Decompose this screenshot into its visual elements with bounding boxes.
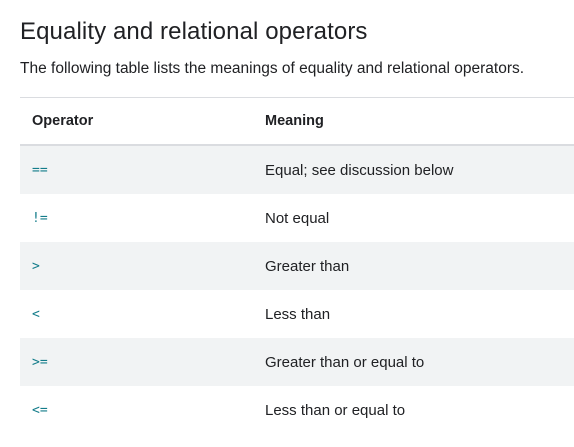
table-row: > Greater than [20,242,574,290]
operator-meaning: Less than or equal to [265,401,406,419]
column-header-operator: Operator [32,113,94,129]
operator-code: > [32,259,40,274]
table-row: <= Less than or equal to [20,386,574,434]
operator-meaning: Less than [265,305,331,323]
operator-code: != [32,211,48,226]
operators-table: Operator Meaning == Equal; see discussio… [20,97,574,434]
column-header-meaning: Meaning [265,113,324,129]
table-row: >= Greater than or equal to [20,338,574,386]
operator-code: == [32,163,48,178]
section-heading: Equality and relational operators [20,18,368,45]
operator-meaning: Greater than [265,257,350,275]
table-header-row: Operator Meaning [20,98,574,146]
operator-meaning: Equal; see discussion below [265,161,454,179]
operator-code: <= [32,403,48,418]
intro-paragraph: The following table lists the meanings o… [20,60,525,77]
table-row: < Less than [20,290,574,338]
operator-meaning: Not equal [265,209,330,227]
operator-code: >= [32,355,48,370]
operator-code: < [32,307,40,322]
table-row: != Not equal [20,194,574,242]
table-row: == Equal; see discussion below [20,146,574,194]
operator-meaning: Greater than or equal to [265,353,425,371]
